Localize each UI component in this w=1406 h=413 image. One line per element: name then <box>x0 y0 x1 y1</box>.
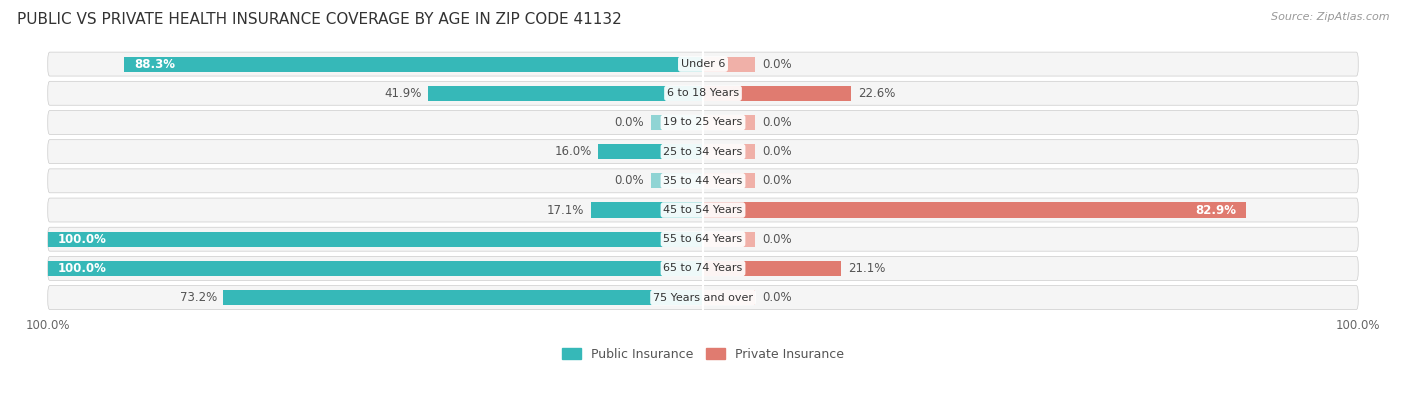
Text: 21.1%: 21.1% <box>848 262 886 275</box>
Text: 88.3%: 88.3% <box>134 57 176 71</box>
FancyBboxPatch shape <box>48 81 1358 105</box>
Text: 0.0%: 0.0% <box>762 116 792 129</box>
Text: 100.0%: 100.0% <box>58 262 107 275</box>
Text: 0.0%: 0.0% <box>762 233 792 246</box>
Text: 6 to 18 Years: 6 to 18 Years <box>666 88 740 98</box>
Bar <box>703 173 755 188</box>
Text: 41.9%: 41.9% <box>384 87 422 100</box>
Text: 65 to 74 Years: 65 to 74 Years <box>664 263 742 273</box>
Bar <box>703 144 755 159</box>
Text: Source: ZipAtlas.com: Source: ZipAtlas.com <box>1271 12 1389 22</box>
Text: 0.0%: 0.0% <box>614 116 644 129</box>
FancyBboxPatch shape <box>48 256 1358 280</box>
Text: 16.0%: 16.0% <box>554 145 592 158</box>
Bar <box>703 232 755 247</box>
Bar <box>429 85 703 101</box>
FancyBboxPatch shape <box>48 169 1358 193</box>
Text: 19 to 25 Years: 19 to 25 Years <box>664 117 742 128</box>
Text: 75 Years and over: 75 Years and over <box>652 292 754 303</box>
Bar <box>703 115 755 130</box>
Text: 45 to 54 Years: 45 to 54 Years <box>664 205 742 215</box>
Text: 0.0%: 0.0% <box>762 145 792 158</box>
Bar <box>591 202 703 218</box>
Text: 82.9%: 82.9% <box>1195 204 1236 216</box>
Bar <box>48 261 703 276</box>
FancyBboxPatch shape <box>48 111 1358 135</box>
Text: 0.0%: 0.0% <box>762 174 792 188</box>
Text: 0.0%: 0.0% <box>762 57 792 71</box>
Bar <box>703 202 1246 218</box>
Text: Under 6: Under 6 <box>681 59 725 69</box>
FancyBboxPatch shape <box>48 140 1358 164</box>
FancyBboxPatch shape <box>48 198 1358 222</box>
Text: 100.0%: 100.0% <box>58 233 107 246</box>
Text: 73.2%: 73.2% <box>180 291 217 304</box>
Bar <box>598 144 703 159</box>
Text: 25 to 34 Years: 25 to 34 Years <box>664 147 742 157</box>
Bar <box>124 57 703 72</box>
Legend: Public Insurance, Private Insurance: Public Insurance, Private Insurance <box>557 343 849 366</box>
FancyBboxPatch shape <box>48 286 1358 310</box>
Text: PUBLIC VS PRIVATE HEALTH INSURANCE COVERAGE BY AGE IN ZIP CODE 41132: PUBLIC VS PRIVATE HEALTH INSURANCE COVER… <box>17 12 621 27</box>
Bar <box>703 85 851 101</box>
Bar <box>703 290 755 305</box>
FancyBboxPatch shape <box>48 227 1358 251</box>
Text: 35 to 44 Years: 35 to 44 Years <box>664 176 742 186</box>
Text: 22.6%: 22.6% <box>858 87 896 100</box>
Bar <box>48 232 703 247</box>
Bar <box>703 261 841 276</box>
Text: 17.1%: 17.1% <box>547 204 585 216</box>
FancyBboxPatch shape <box>48 52 1358 76</box>
Bar <box>224 290 703 305</box>
Text: 0.0%: 0.0% <box>762 291 792 304</box>
Text: 0.0%: 0.0% <box>614 174 644 188</box>
Text: 55 to 64 Years: 55 to 64 Years <box>664 234 742 244</box>
Bar <box>703 57 755 72</box>
Bar <box>651 115 703 130</box>
Bar <box>651 173 703 188</box>
